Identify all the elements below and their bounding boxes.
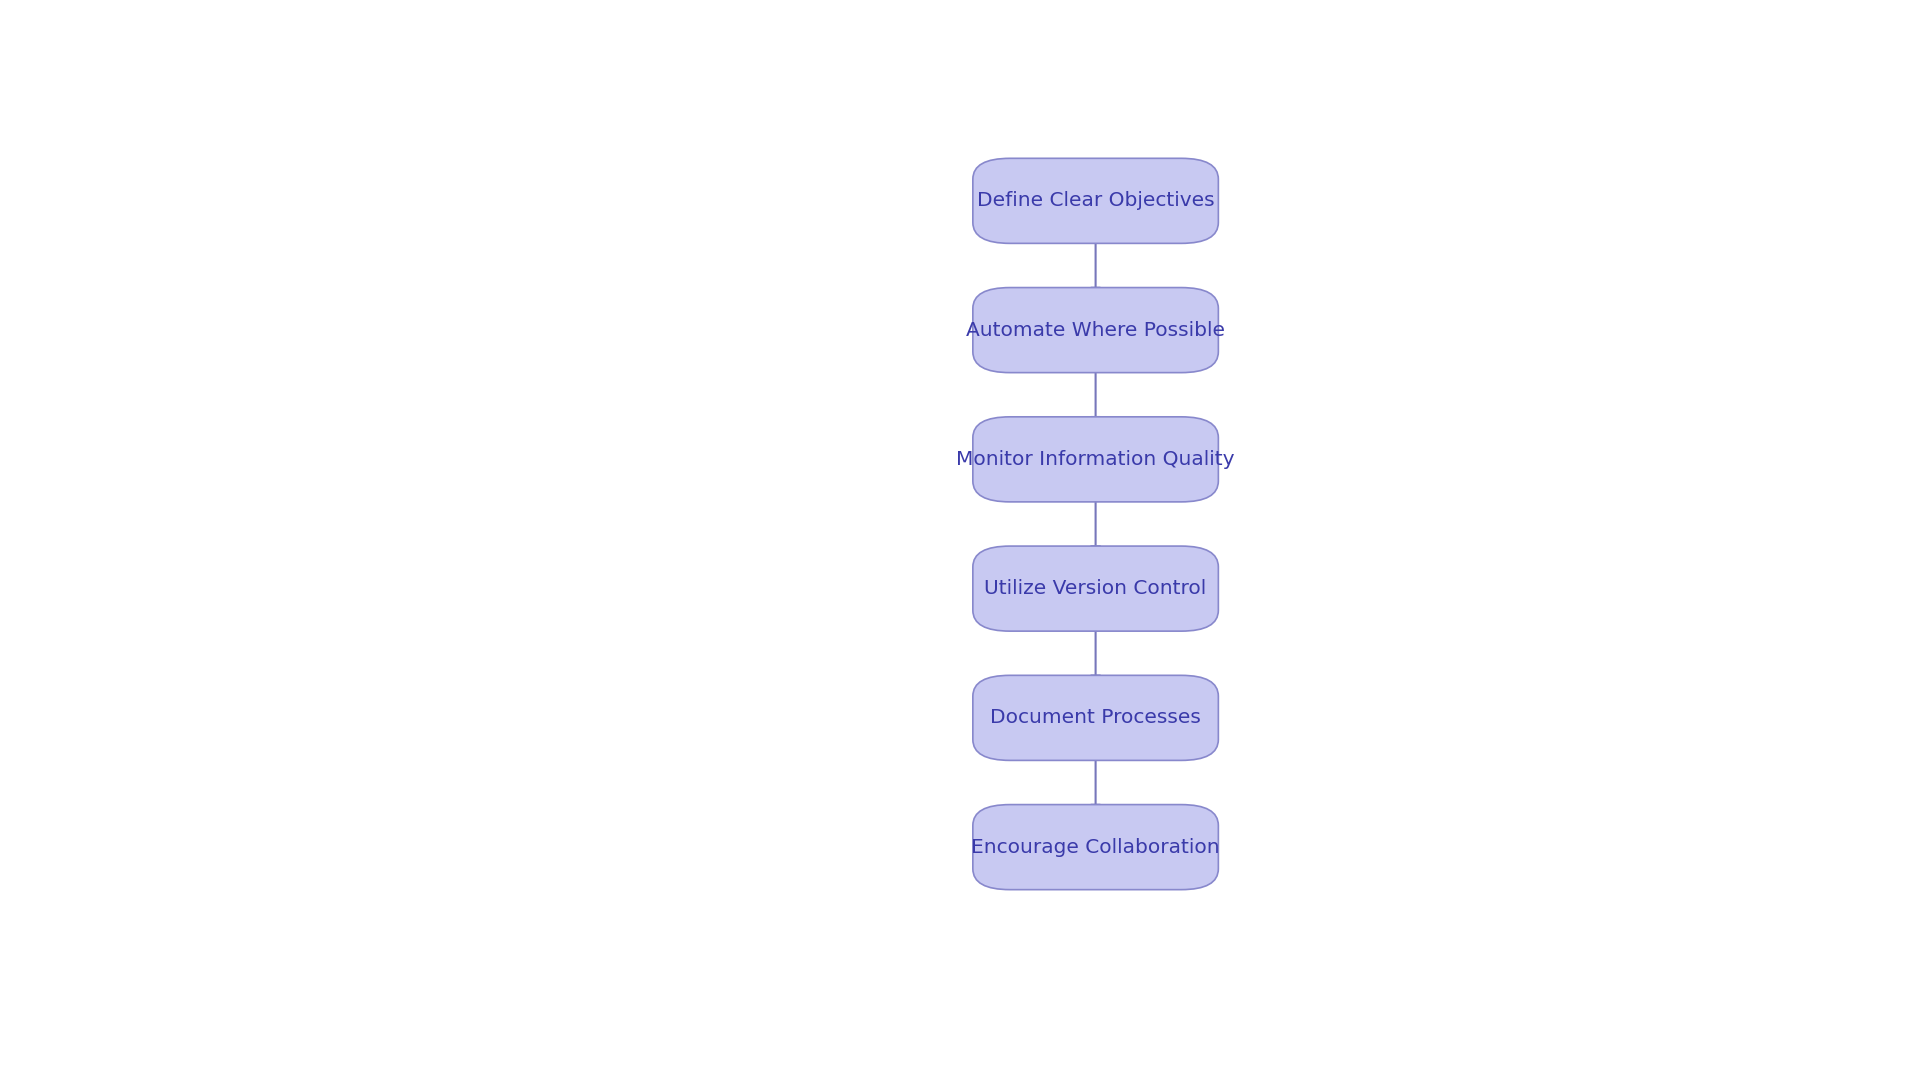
FancyBboxPatch shape (973, 676, 1219, 760)
Text: Encourage Collaboration: Encourage Collaboration (972, 837, 1219, 857)
Text: Document Processes: Document Processes (991, 708, 1202, 728)
FancyBboxPatch shape (973, 288, 1219, 373)
FancyBboxPatch shape (973, 417, 1219, 501)
Text: Automate Where Possible: Automate Where Possible (966, 321, 1225, 340)
Text: Utilize Version Control: Utilize Version Control (985, 579, 1208, 598)
FancyBboxPatch shape (973, 546, 1219, 631)
Text: Monitor Information Quality: Monitor Information Quality (956, 449, 1235, 469)
FancyBboxPatch shape (973, 158, 1219, 244)
FancyBboxPatch shape (973, 805, 1219, 889)
Text: Define Clear Objectives: Define Clear Objectives (977, 192, 1215, 210)
